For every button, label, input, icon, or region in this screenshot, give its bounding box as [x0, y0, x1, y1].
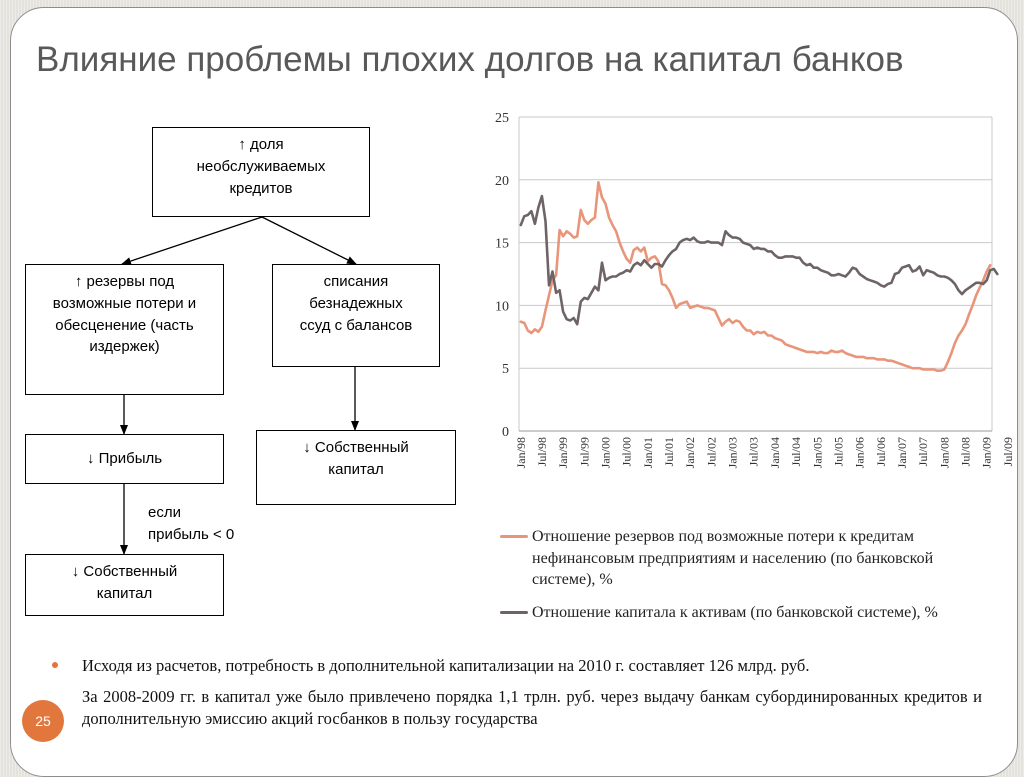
line: капитал [96, 584, 153, 602]
box-equity-right-text: ↓ Собственный капитал [303, 437, 409, 498]
legend-label-reserves: Отношение резервов под возможные потери … [532, 528, 934, 589]
line: безнадежных [309, 294, 403, 312]
bullet-item: Исходя из расчетов, потребность в дополн… [52, 655, 982, 676]
legend-swatch-capital [500, 611, 528, 614]
box-write-offs: списания безнадежных ссуд с балансов [272, 264, 440, 367]
bullet-text: За 2008-2009 гг. в капитал уже было прив… [82, 687, 982, 728]
box-profit: ↓ Прибыль [25, 434, 224, 484]
bullet-dot-icon [52, 662, 58, 668]
bullet-list: Исходя из расчетов, потребность в дополн… [52, 655, 982, 739]
page-number-badge: 25 [22, 700, 64, 742]
box-nonperforming-share: ↑ доля необслуживаемых кредитов [152, 127, 370, 217]
box-loss-reserves: ↑ резервы под возможные потери и обесцен… [25, 264, 224, 395]
box-nonperforming-share-text: ↑ доля необслуживаемых кредитов [197, 134, 326, 210]
box-profit-text: ↓ Прибыль [86, 450, 163, 468]
line: ↑ доля [238, 136, 284, 153]
box-equity-bottom: ↓ Собственный капитал [25, 554, 224, 616]
legend-label-capital: Отношение капитала к активам (по банковс… [532, 604, 938, 621]
line: списания [323, 273, 389, 290]
legend-reserves: Отношение резервов под возможные потери … [500, 526, 1000, 591]
line: ↑ резервы под [74, 273, 175, 290]
line: ↓ Собственный [71, 563, 178, 580]
line: возможные потери и [52, 294, 197, 312]
box-equity-bottom-text: ↓ Собственный капитал [72, 561, 178, 609]
box-equity-right: ↓ Собственный капитал [256, 430, 456, 505]
line: если [148, 504, 181, 521]
line: прибыль < 0 [148, 525, 235, 543]
line: ↓ Собственный [303, 439, 409, 456]
box-loss-reserves-text: ↑ резервы под возможные потери и обесцен… [53, 271, 196, 388]
line: необслуживаемых [196, 157, 326, 175]
bullet-text: Исходя из расчетов, потребность в дополн… [82, 656, 810, 675]
slide-title: Влияние проблемы плохих долгов на капита… [36, 40, 904, 79]
line: издержек) [89, 338, 160, 356]
legend-swatch-reserves [500, 535, 528, 538]
box-write-offs-text: списания безнадежных ссуд с балансов [300, 271, 413, 360]
bullet-item: За 2008-2009 гг. в капитал уже было прив… [82, 686, 982, 729]
legend-capital: Отношение капитала к активам (по банковс… [500, 602, 1000, 624]
line: кредитов [229, 179, 293, 197]
condition-note: если прибыль < 0 [148, 502, 234, 546]
line: ссуд с балансов [299, 316, 413, 334]
line: капитал [328, 460, 384, 478]
line: обесценение (часть [55, 316, 194, 334]
